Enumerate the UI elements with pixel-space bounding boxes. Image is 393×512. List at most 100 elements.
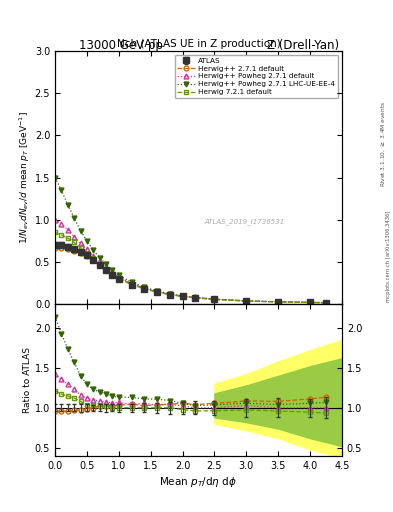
X-axis label: Mean $p_T$/d$\eta$ d$\phi$: Mean $p_T$/d$\eta$ d$\phi$ bbox=[160, 475, 237, 489]
Herwig++ 2.7.1 default bbox=[78, 250, 83, 257]
Herwig++ Powheg 2.7.1 default bbox=[116, 274, 121, 280]
Herwig 7.2.1 default bbox=[193, 295, 198, 301]
Herwig++ 2.7.1 default bbox=[129, 281, 134, 287]
Herwig++ Powheg 2.7.1 default bbox=[84, 246, 89, 252]
Herwig++ Powheg 2.7.1 LHC-UE-EE-4 bbox=[212, 296, 217, 302]
Text: 13000 GeV pp: 13000 GeV pp bbox=[79, 39, 162, 52]
Herwig++ Powheg 2.7.1 default bbox=[323, 300, 328, 306]
Herwig++ 2.7.1 default bbox=[212, 296, 217, 302]
Herwig 7.2.1 default bbox=[323, 300, 328, 306]
Herwig++ Powheg 2.7.1 LHC-UE-EE-4 bbox=[65, 202, 70, 208]
Herwig++ 2.7.1 default bbox=[53, 244, 57, 250]
Herwig 7.2.1 default bbox=[91, 255, 95, 262]
Herwig 7.2.1 default bbox=[72, 240, 77, 246]
Text: mcplots.cern.ch [arXiv:1306.3436]: mcplots.cern.ch [arXiv:1306.3436] bbox=[386, 210, 391, 302]
Herwig++ Powheg 2.7.1 LHC-UE-EE-4 bbox=[129, 279, 134, 285]
Herwig++ Powheg 2.7.1 LHC-UE-EE-4 bbox=[110, 267, 115, 273]
Line: Herwig++ Powheg 2.7.1 default: Herwig++ Powheg 2.7.1 default bbox=[53, 217, 329, 305]
Herwig 7.2.1 default bbox=[65, 235, 70, 241]
Herwig++ Powheg 2.7.1 default bbox=[78, 240, 83, 246]
Line: Herwig++ Powheg 2.7.1 LHC-UE-EE-4: Herwig++ Powheg 2.7.1 LHC-UE-EE-4 bbox=[53, 175, 329, 305]
Herwig++ 2.7.1 default bbox=[84, 253, 89, 259]
Herwig++ Powheg 2.7.1 LHC-UE-EE-4 bbox=[97, 254, 102, 261]
Herwig++ Powheg 2.7.1 default bbox=[167, 291, 172, 297]
Line: Herwig++ 2.7.1 default: Herwig++ 2.7.1 default bbox=[53, 245, 329, 305]
Y-axis label: $1/N_{ev} dN_{ev}/d$ mean $p_T$ [GeV$^{-1}$]: $1/N_{ev} dN_{ev}/d$ mean $p_T$ [GeV$^{-… bbox=[17, 111, 32, 244]
Herwig 7.2.1 default bbox=[84, 250, 89, 257]
Herwig 7.2.1 default bbox=[180, 293, 185, 300]
Text: Z (Drell-Yan): Z (Drell-Yan) bbox=[267, 39, 340, 52]
Line: Herwig 7.2.1 default: Herwig 7.2.1 default bbox=[53, 230, 329, 305]
Herwig++ 2.7.1 default bbox=[97, 261, 102, 267]
Herwig++ Powheg 2.7.1 LHC-UE-EE-4 bbox=[193, 294, 198, 301]
Herwig 7.2.1 default bbox=[155, 289, 160, 295]
Herwig++ Powheg 2.7.1 LHC-UE-EE-4 bbox=[59, 187, 64, 194]
Herwig++ Powheg 2.7.1 LHC-UE-EE-4 bbox=[308, 300, 312, 306]
Herwig++ Powheg 2.7.1 default bbox=[244, 298, 249, 304]
Herwig++ Powheg 2.7.1 default bbox=[129, 281, 134, 287]
Herwig++ 2.7.1 default bbox=[167, 291, 172, 297]
Herwig 7.2.1 default bbox=[244, 298, 249, 304]
Herwig++ 2.7.1 default bbox=[308, 299, 312, 305]
Herwig++ Powheg 2.7.1 default bbox=[72, 233, 77, 240]
Herwig++ Powheg 2.7.1 default bbox=[308, 300, 312, 306]
Herwig 7.2.1 default bbox=[308, 300, 312, 306]
Text: ATLAS_2019_I1736531: ATLAS_2019_I1736531 bbox=[204, 218, 285, 225]
Herwig++ Powheg 2.7.1 LHC-UE-EE-4 bbox=[167, 291, 172, 297]
Herwig 7.2.1 default bbox=[104, 266, 108, 272]
Herwig++ Powheg 2.7.1 default bbox=[59, 221, 64, 227]
Herwig++ 2.7.1 default bbox=[155, 289, 160, 295]
Herwig++ Powheg 2.7.1 LHC-UE-EE-4 bbox=[104, 261, 108, 267]
Herwig++ Powheg 2.7.1 LHC-UE-EE-4 bbox=[53, 175, 57, 181]
Herwig++ 2.7.1 default bbox=[193, 294, 198, 301]
Herwig++ 2.7.1 default bbox=[244, 297, 249, 304]
Herwig++ Powheg 2.7.1 LHC-UE-EE-4 bbox=[84, 238, 89, 244]
Herwig++ 2.7.1 default bbox=[59, 244, 64, 250]
Herwig++ Powheg 2.7.1 LHC-UE-EE-4 bbox=[323, 300, 328, 306]
Herwig++ Powheg 2.7.1 default bbox=[276, 299, 281, 305]
Herwig++ Powheg 2.7.1 LHC-UE-EE-4 bbox=[78, 228, 83, 234]
Herwig++ Powheg 2.7.1 LHC-UE-EE-4 bbox=[244, 298, 249, 304]
Herwig 7.2.1 default bbox=[59, 232, 64, 238]
Herwig 7.2.1 default bbox=[129, 282, 134, 288]
Title: Nch (ATLAS UE in Z production): Nch (ATLAS UE in Z production) bbox=[117, 39, 280, 49]
Herwig++ Powheg 2.7.1 default bbox=[97, 259, 102, 265]
Herwig 7.2.1 default bbox=[276, 299, 281, 305]
Herwig 7.2.1 default bbox=[78, 244, 83, 250]
Herwig++ Powheg 2.7.1 default bbox=[142, 285, 147, 291]
Herwig++ Powheg 2.7.1 default bbox=[212, 296, 217, 303]
Herwig++ Powheg 2.7.1 LHC-UE-EE-4 bbox=[116, 272, 121, 279]
Herwig++ 2.7.1 default bbox=[276, 298, 281, 305]
Herwig++ 2.7.1 default bbox=[110, 270, 115, 276]
Legend: ATLAS, Herwig++ 2.7.1 default, Herwig++ Powheg 2.7.1 default, Herwig++ Powheg 2.: ATLAS, Herwig++ 2.7.1 default, Herwig++ … bbox=[174, 55, 338, 98]
Herwig++ Powheg 2.7.1 default bbox=[91, 253, 95, 259]
Herwig++ Powheg 2.7.1 LHC-UE-EE-4 bbox=[276, 298, 281, 305]
Herwig++ Powheg 2.7.1 default bbox=[180, 293, 185, 300]
Herwig++ Powheg 2.7.1 default bbox=[155, 289, 160, 295]
Herwig++ Powheg 2.7.1 default bbox=[65, 227, 70, 233]
Herwig++ Powheg 2.7.1 default bbox=[110, 270, 115, 276]
Y-axis label: Ratio to ATLAS: Ratio to ATLAS bbox=[23, 347, 32, 413]
Herwig++ Powheg 2.7.1 default bbox=[193, 294, 198, 301]
Herwig++ 2.7.1 default bbox=[91, 257, 95, 263]
Herwig 7.2.1 default bbox=[53, 229, 57, 236]
Herwig++ Powheg 2.7.1 default bbox=[104, 265, 108, 271]
Herwig 7.2.1 default bbox=[97, 261, 102, 267]
Herwig++ 2.7.1 default bbox=[142, 285, 147, 291]
Herwig++ Powheg 2.7.1 LHC-UE-EE-4 bbox=[142, 284, 147, 290]
Herwig++ Powheg 2.7.1 LHC-UE-EE-4 bbox=[180, 293, 185, 299]
Herwig 7.2.1 default bbox=[212, 296, 217, 303]
Herwig 7.2.1 default bbox=[142, 286, 147, 292]
Herwig 7.2.1 default bbox=[110, 271, 115, 278]
Herwig++ 2.7.1 default bbox=[72, 248, 77, 254]
Herwig 7.2.1 default bbox=[116, 275, 121, 282]
Herwig++ 2.7.1 default bbox=[104, 266, 108, 272]
Herwig++ Powheg 2.7.1 LHC-UE-EE-4 bbox=[155, 288, 160, 294]
Herwig 7.2.1 default bbox=[167, 292, 172, 298]
Herwig++ 2.7.1 default bbox=[116, 275, 121, 281]
Herwig++ 2.7.1 default bbox=[65, 246, 70, 252]
Herwig++ Powheg 2.7.1 default bbox=[53, 217, 57, 223]
Herwig++ 2.7.1 default bbox=[180, 293, 185, 299]
Text: Rivet 3.1.10, $\geq$ 3.4M events: Rivet 3.1.10, $\geq$ 3.4M events bbox=[379, 100, 387, 186]
Herwig++ Powheg 2.7.1 LHC-UE-EE-4 bbox=[72, 215, 77, 221]
